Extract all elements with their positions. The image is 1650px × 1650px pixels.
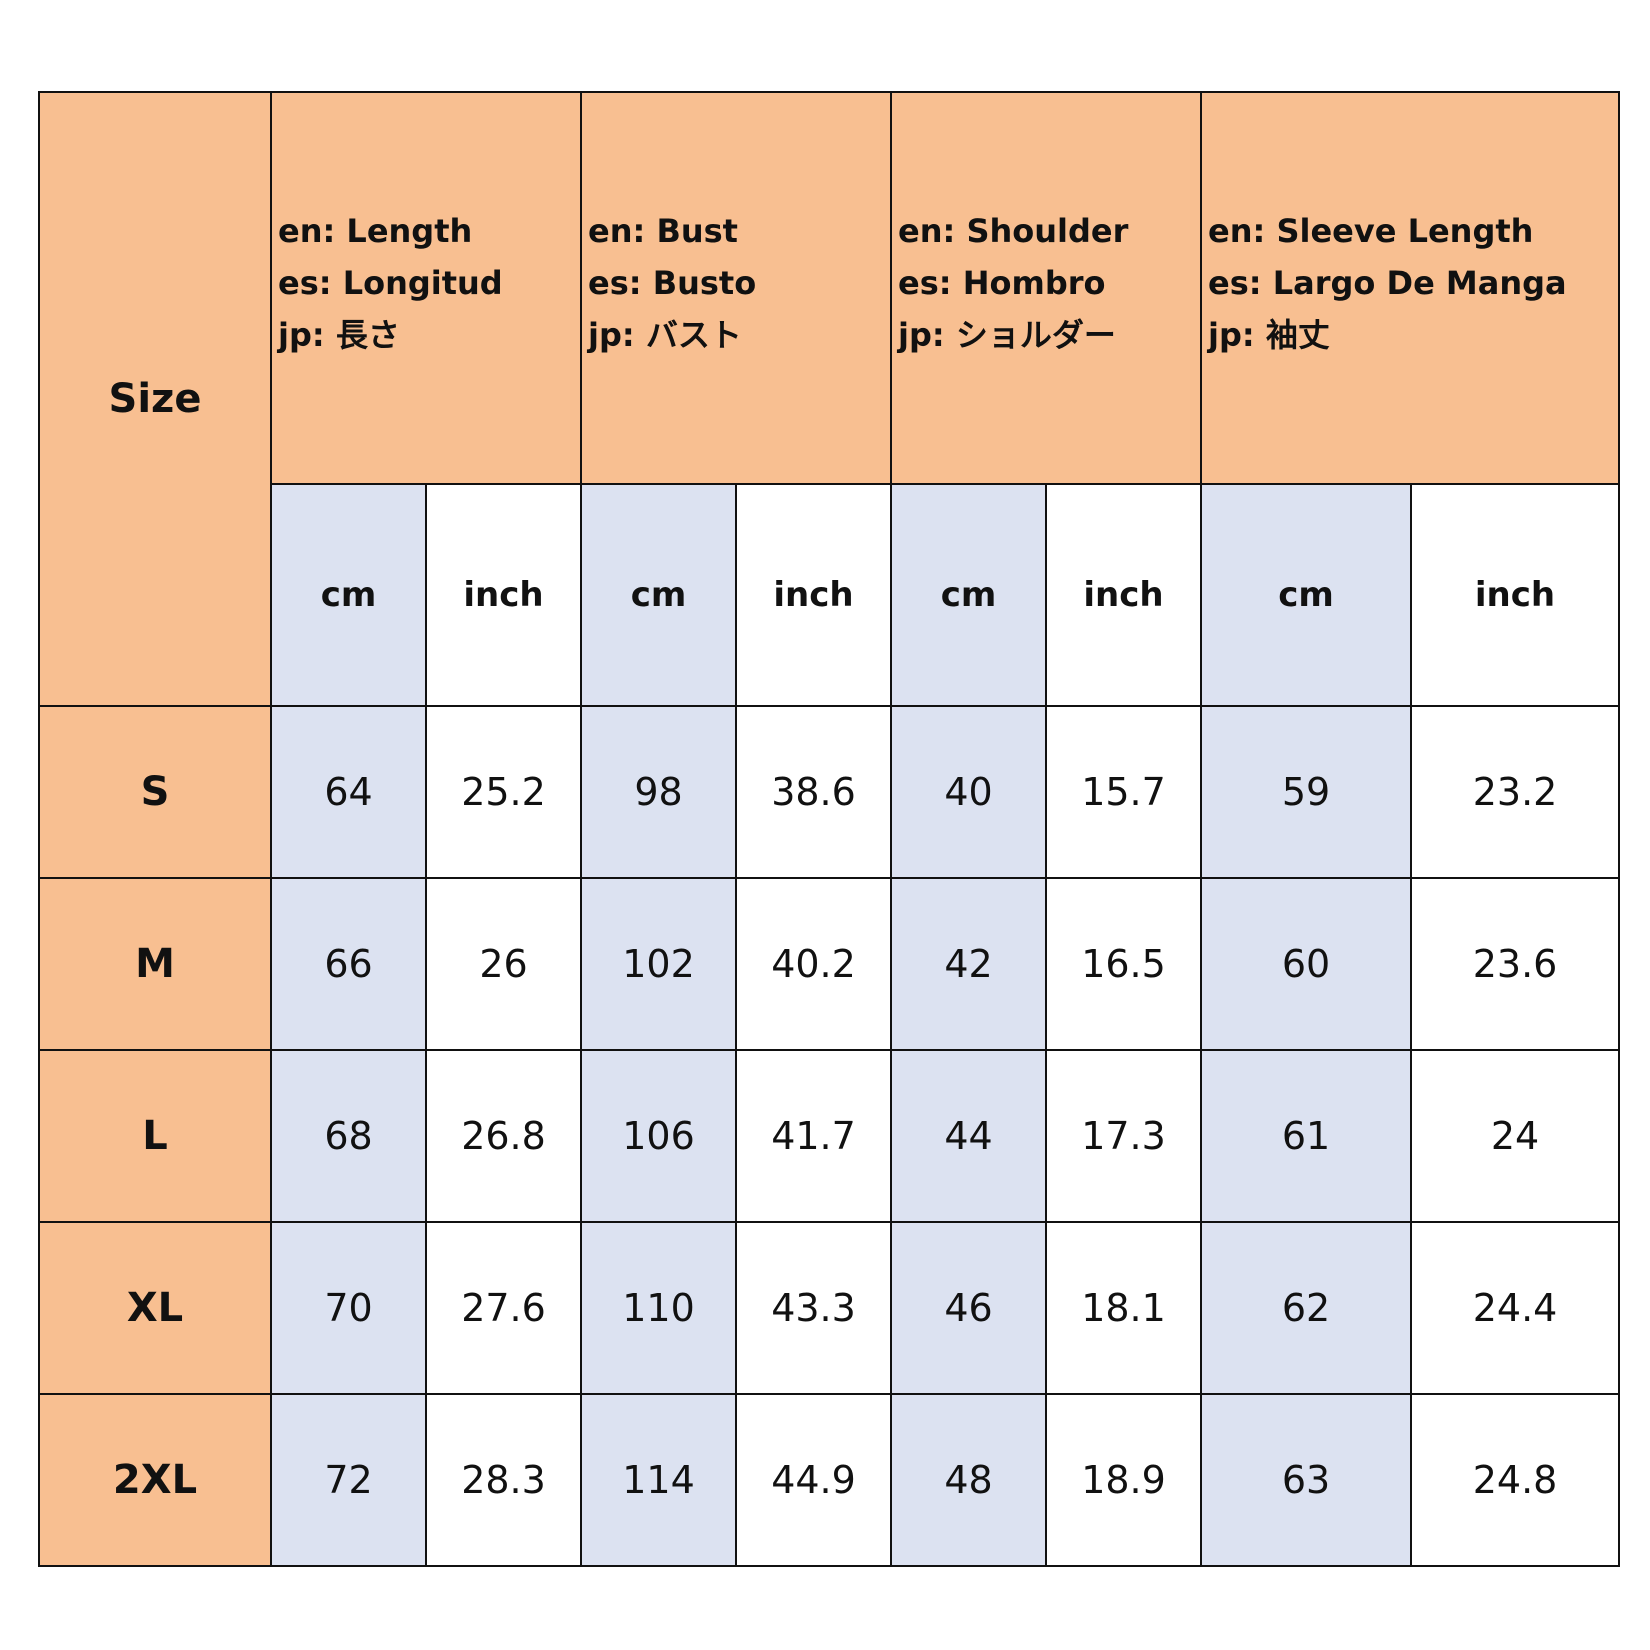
bust-header: en: Bust es: Busto jp: バスト	[580, 91, 893, 485]
bust-inch-value: 41.7	[735, 1049, 893, 1223]
shoulder-inch-value: 16.5	[1045, 877, 1203, 1051]
length-cm-value: 68	[270, 1049, 427, 1223]
sleeve-cm-value: 61	[1200, 1049, 1413, 1223]
sleeve-cm-value: 60	[1200, 877, 1413, 1051]
length-cm-value: 70	[270, 1221, 427, 1395]
sleeve-inch-value: 24	[1410, 1049, 1621, 1223]
sleeve-inch-value: 23.6	[1410, 877, 1621, 1051]
bust-inch-value: 43.3	[735, 1221, 893, 1395]
shoulder-jp-label: jp: ショルダー	[898, 316, 1116, 354]
sleeve-length-es-label: es: Largo De Manga	[1208, 264, 1567, 302]
length-cm-value: 72	[270, 1393, 427, 1567]
bust-cm-value: 98	[580, 705, 738, 879]
bust-inch-unit: inch	[735, 483, 893, 707]
shoulder-en-label: en: Shoulder	[898, 212, 1129, 250]
unit-row: cm inch cm inch cm inch cm inch	[39, 483, 1621, 707]
shoulder-cm-value: 46	[890, 1221, 1048, 1395]
table-row: 2XL 72 28.3 114 44.9 48 18.9 63 24.8	[38, 1393, 1621, 1567]
size-label: M	[38, 877, 272, 1051]
length-en-label: en: Length	[278, 212, 473, 250]
size-label: XL	[38, 1221, 272, 1395]
table-row: XL 70 27.6 110 43.3 46 18.1 62 24.4	[38, 1221, 1621, 1395]
length-inch-value: 27.6	[424, 1221, 583, 1395]
sleeve-length-en-label: en: Sleeve Length	[1208, 212, 1534, 250]
bust-inch-value: 40.2	[735, 877, 893, 1051]
length-es-label: es: Longitud	[278, 264, 503, 302]
bust-cm-value: 114	[580, 1393, 738, 1567]
length-inch-value: 28.3	[424, 1393, 583, 1567]
length-header: en: Length es: Longitud jp: 長さ	[269, 91, 583, 485]
sleeve-length-header: en: Sleeve Length es: Largo De Manga jp:…	[1200, 91, 1621, 485]
bust-en-label: en: Bust	[588, 212, 738, 250]
bust-cm-unit: cm	[580, 483, 738, 707]
length-inch-value: 26.8	[424, 1049, 583, 1223]
sleeve-inch-value: 24.8	[1410, 1393, 1621, 1567]
length-inch-value: 26	[424, 877, 583, 1051]
bust-inch-value: 44.9	[735, 1393, 893, 1567]
sleeve-cm-unit: cm	[1200, 483, 1413, 707]
size-label: L	[38, 1049, 272, 1223]
bust-inch-value: 38.6	[735, 705, 893, 879]
bust-es-label: es: Busto	[588, 264, 757, 302]
table-row: S 64 25.2 98 38.6 40 15.7 59 23.2	[38, 705, 1621, 879]
sleeve-cm-value: 59	[1200, 705, 1413, 879]
length-cm-value: 66	[270, 877, 427, 1051]
length-jp-label: jp: 長さ	[278, 316, 400, 354]
sleeve-inch-value: 24.4	[1410, 1221, 1621, 1395]
shoulder-inch-value: 18.1	[1045, 1221, 1203, 1395]
length-cm-unit: cm	[270, 483, 427, 707]
length-cm-value: 64	[270, 705, 427, 879]
shoulder-cm-value: 44	[890, 1049, 1048, 1223]
length-inch-unit: inch	[424, 483, 583, 707]
shoulder-inch-value: 18.9	[1045, 1393, 1203, 1567]
sleeve-cm-value: 62	[1200, 1221, 1413, 1395]
shoulder-cm-value: 48	[890, 1393, 1048, 1567]
sleeve-inch-unit: inch	[1410, 483, 1621, 707]
table-row: M 66 26 102 40.2 42 16.5 60 23.6	[38, 877, 1621, 1051]
sleeve-inch-value: 23.2	[1410, 705, 1621, 879]
bust-cm-value: 110	[580, 1221, 738, 1395]
header-row: Size en: Length es: Longitud jp: 長さ en: …	[38, 91, 1621, 707]
shoulder-inch-unit: inch	[1045, 483, 1203, 707]
shoulder-header: en: Shoulder es: Hombro jp: ショルダー	[890, 91, 1203, 485]
sleeve-cm-value: 63	[1200, 1393, 1413, 1567]
sleeve-length-jp-label: jp: 袖丈	[1208, 316, 1330, 354]
shoulder-cm-value: 42	[890, 877, 1048, 1051]
size-label: S	[38, 705, 272, 879]
shoulder-es-label: es: Hombro	[898, 264, 1106, 302]
bust-jp-label: jp: バスト	[588, 316, 742, 354]
size-label: 2XL	[38, 1393, 272, 1567]
shoulder-cm-unit: cm	[890, 483, 1048, 707]
size-chart-table: Size en: Length es: Longitud jp: 長さ en: …	[38, 91, 1621, 1567]
shoulder-cm-value: 40	[890, 705, 1048, 879]
bust-cm-value: 106	[580, 1049, 738, 1223]
size-column-header: Size	[38, 91, 272, 707]
shoulder-inch-value: 17.3	[1045, 1049, 1203, 1223]
shoulder-inch-value: 15.7	[1045, 705, 1203, 879]
bust-cm-value: 102	[580, 877, 738, 1051]
length-inch-value: 25.2	[424, 705, 583, 879]
table-row: L 68 26.8 106 41.7 44 17.3 61 24	[38, 1049, 1621, 1223]
